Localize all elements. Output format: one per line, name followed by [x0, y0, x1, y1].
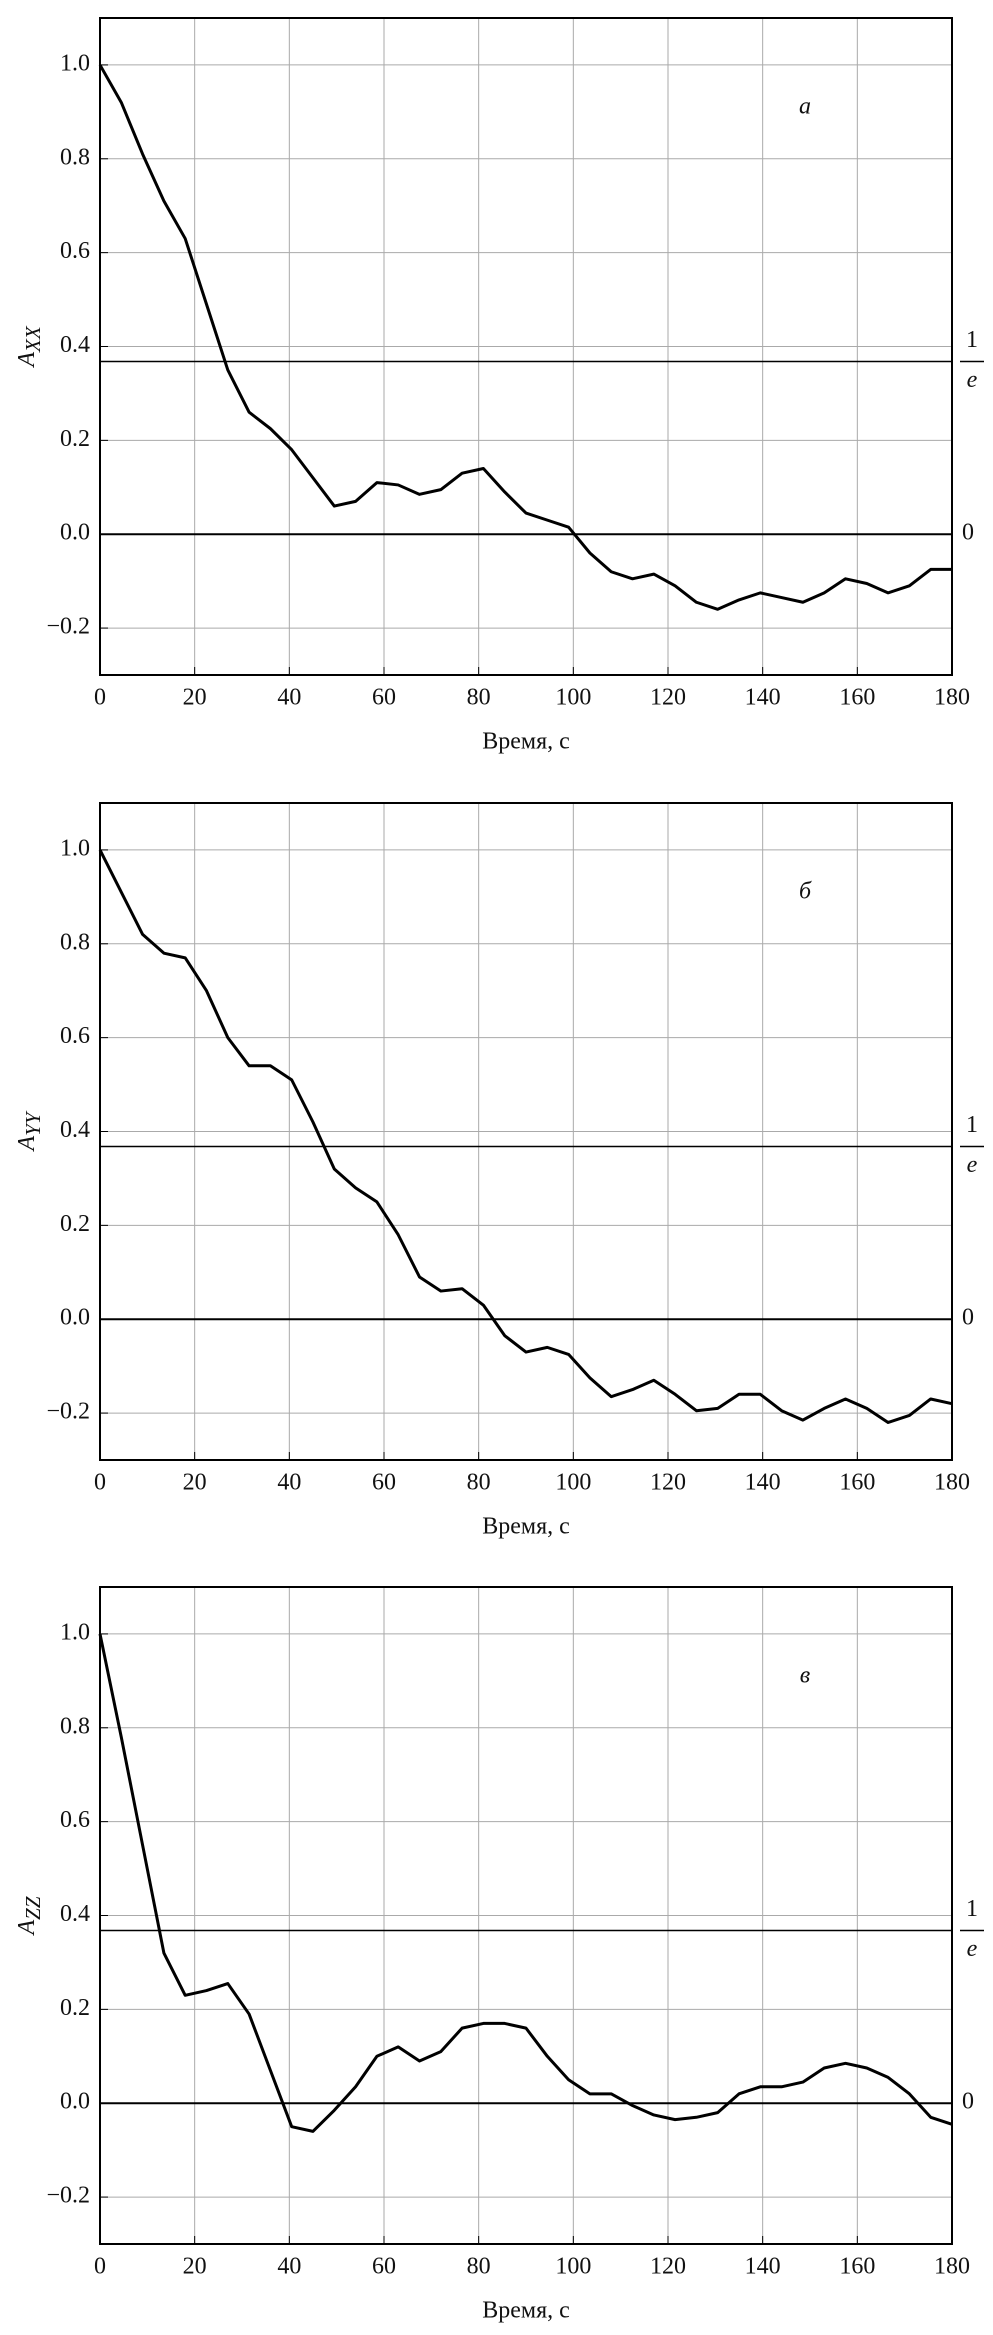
y-axis-label-main: A: [14, 1136, 40, 1153]
x-axis-label: Время, с: [482, 2298, 570, 2324]
y-tick-label: 0.8: [60, 1713, 90, 1739]
x-tick-label: 120: [650, 685, 686, 711]
y-tick-label: −0.2: [46, 1399, 90, 1425]
plot-frame: [99, 802, 953, 1461]
panel: 0 20 40 60 80 100 120 140 160 180 −0.2 0.0 0.2 0.4 0.6…: [14, 17, 984, 755]
y-tick-label: 0.0: [60, 2089, 90, 2115]
reference-numerator: 1: [966, 1896, 978, 1922]
panel: 0 20 40 60 80 100 120 140 160 180 −0.2 0.0 0.2 0.4 0.6…: [14, 1586, 984, 2324]
x-tick-label: 120: [650, 1470, 686, 1496]
x-tick-label: 20: [183, 2254, 207, 2280]
y-axis-label: AXX: [14, 325, 45, 368]
x-tick-label: 160: [839, 2254, 875, 2280]
y-tick-label: 0.2: [60, 1995, 90, 2021]
x-tick-label: 160: [839, 685, 875, 711]
x-tick-label: 0: [94, 2254, 106, 2280]
y-tick-label: 0.2: [60, 1211, 90, 1237]
y-tick-label: 0.0: [60, 520, 90, 546]
x-tick-label: 100: [555, 685, 591, 711]
y-tick-label: 0.4: [60, 1117, 90, 1143]
reference-denominator: e: [967, 367, 978, 393]
reference-denominator: e: [967, 1936, 978, 1962]
y-tick-label: 0.8: [60, 929, 90, 955]
plot-frame: [99, 1586, 953, 2245]
x-tick-label: 80: [467, 2254, 491, 2280]
panel-label: в: [800, 1663, 810, 1689]
x-tick-label: 180: [934, 1470, 970, 1496]
reference-label: 0: [962, 1305, 974, 1331]
y-tick-label: 0.6: [60, 1023, 90, 1049]
reference-numerator: 1: [966, 327, 978, 353]
x-axis-label: Время, с: [482, 1514, 570, 1540]
x-tick-label: 60: [372, 1470, 396, 1496]
y-tick-label: 0.8: [60, 144, 90, 170]
plot-frame: [99, 17, 953, 676]
reference-label: 0: [962, 520, 974, 546]
y-tick-label: 0.6: [60, 238, 90, 264]
y-tick-label: −0.2: [46, 614, 90, 640]
data-line: [98, 1633, 953, 2133]
x-tick-label: 120: [650, 2254, 686, 2280]
x-tick-label: 60: [372, 685, 396, 711]
y-axis-label: AYY: [14, 1110, 45, 1152]
y-axis-label-sub: XX: [21, 325, 45, 353]
y-axis-label-sub: ZZ: [21, 1896, 45, 1920]
reference-label: 0: [962, 2089, 974, 2115]
x-tick-label: 0: [94, 1470, 106, 1496]
data-line: [98, 849, 953, 1424]
x-tick-label: 180: [934, 2254, 970, 2280]
x-tick-label: 180: [934, 685, 970, 711]
x-axis-label: Время, с: [482, 729, 570, 755]
x-tick-label: 20: [183, 685, 207, 711]
y-tick-label: 0.6: [60, 1807, 90, 1833]
y-axis-label-main: A: [14, 352, 40, 369]
y-axis-label: AZZ: [14, 1896, 45, 1936]
x-tick-label: 140: [745, 685, 781, 711]
panel: 0 20 40 60 80 100 120 140 160 180 −0.2 0.0 0.2 0.4 0.6…: [14, 802, 984, 1540]
y-tick-label: 1.0: [60, 50, 90, 76]
x-tick-label: 60: [372, 2254, 396, 2280]
y-tick-label: 0.2: [60, 426, 90, 452]
reference-denominator: e: [967, 1152, 978, 1178]
x-tick-label: 100: [555, 2254, 591, 2280]
panel-label: б: [799, 879, 812, 905]
x-tick-label: 0: [94, 685, 106, 711]
y-axis-label-main: A: [14, 1920, 40, 1937]
x-tick-label: 160: [839, 1470, 875, 1496]
y-tick-label: 1.0: [60, 1619, 90, 1645]
y-tick-label: 0.4: [60, 1901, 90, 1927]
x-tick-label: 80: [467, 685, 491, 711]
reference-numerator: 1: [966, 1112, 978, 1138]
data-line: [98, 64, 952, 611]
x-tick-label: 40: [277, 1470, 301, 1496]
y-tick-label: 0.0: [60, 1305, 90, 1331]
x-tick-label: 40: [277, 685, 301, 711]
x-tick-label: 40: [277, 2254, 301, 2280]
y-axis-label-sub: YY: [21, 1110, 45, 1136]
y-tick-label: 0.4: [60, 332, 90, 358]
x-tick-label: 80: [467, 1470, 491, 1496]
panel-label: a: [799, 94, 811, 120]
y-tick-label: −0.2: [46, 2183, 90, 2209]
x-tick-label: 140: [745, 2254, 781, 2280]
x-tick-label: 140: [745, 1470, 781, 1496]
x-tick-label: 100: [555, 1470, 591, 1496]
x-tick-label: 20: [183, 1470, 207, 1496]
y-tick-label: 1.0: [60, 835, 90, 861]
